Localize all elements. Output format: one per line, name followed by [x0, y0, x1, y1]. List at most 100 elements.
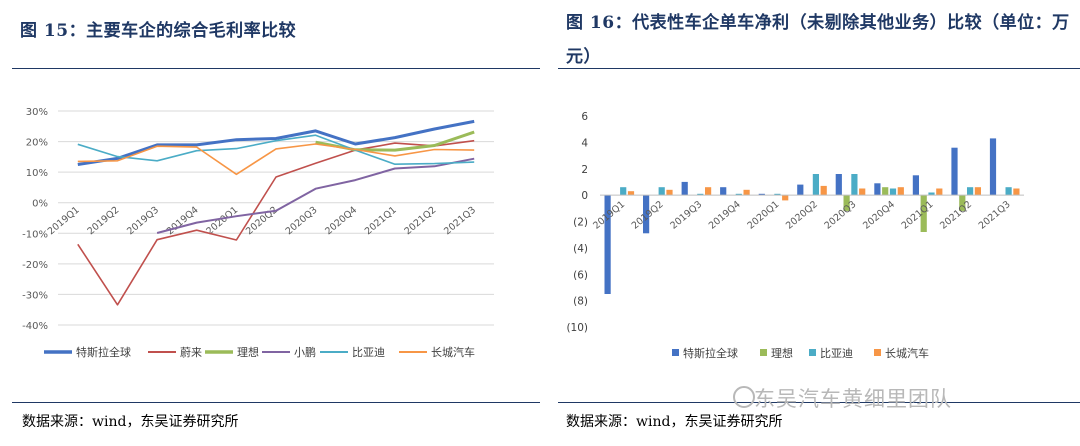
y-tick-label: (2)	[573, 217, 588, 229]
bar	[681, 181, 688, 196]
gross-margin-line-chart: 30%20%10%0%-10%-20%-30%-40%2019Q1 2019Q2 2…	[22, 107, 494, 359]
x-tick-label: 2020Q4	[861, 199, 897, 232]
bar	[835, 174, 842, 196]
bar	[967, 187, 974, 196]
legend-label: 理想	[771, 346, 793, 360]
x-tick-label: 2020Q2	[784, 199, 820, 232]
legend-swatch	[874, 349, 881, 356]
legend-label: 特斯拉全球	[76, 345, 131, 359]
legend-label: 特斯拉全球	[683, 346, 738, 360]
left-figure-title: 图 15：主要车企的综合毛利率比较	[20, 21, 297, 41]
bar	[782, 195, 789, 201]
legend-swatch	[760, 349, 767, 356]
right-source-note: 数据来源：wind，东吴证券研究所	[566, 414, 783, 430]
x-tick-label: 2019Q3	[668, 199, 704, 232]
bar	[936, 188, 943, 196]
bar	[774, 193, 781, 196]
y-tick-label: (6)	[573, 269, 588, 281]
bar	[658, 187, 665, 196]
x-tick-label: 2020Q1	[745, 199, 781, 232]
left-title-rule	[12, 68, 540, 69]
series-line	[77, 139, 475, 306]
left-bottom-rule	[12, 402, 540, 403]
right-bottom-rule	[558, 402, 1080, 403]
bar	[758, 193, 765, 196]
bar	[959, 195, 966, 211]
x-tick-label: 2021Q1	[363, 205, 399, 238]
right-figure: 图 16：代表性车企单车净利（未剔除其他业务）比较（单位：万元） 6 4 2 0 (2)…	[558, 0, 1080, 446]
x-tick-label: 2020Q2	[244, 205, 280, 238]
x-tick-label: 2021Q1	[900, 199, 936, 232]
right-title-rule	[558, 68, 1080, 69]
bar	[889, 188, 897, 196]
bar	[859, 188, 866, 196]
y-tick-label: -30%	[22, 290, 48, 301]
x-tick-label: 2021Q2	[403, 205, 439, 238]
x-tick-label: 2020Q3	[823, 199, 859, 232]
y-tick-label: -40%	[22, 321, 48, 332]
bar	[989, 138, 997, 196]
series-line	[77, 143, 475, 176]
bar	[882, 187, 889, 196]
left-source-note: 数据来源：wind，东吴证券研究所	[22, 414, 239, 430]
y-tick-label: (8)	[573, 296, 588, 308]
bar	[812, 174, 819, 196]
bar	[620, 187, 627, 196]
x-tick-label: 2020Q4	[323, 205, 359, 238]
bar	[874, 183, 881, 196]
bar	[928, 192, 935, 196]
legend-label: 长城汽车	[885, 346, 929, 360]
y-tick-label: 2	[581, 164, 588, 176]
x-tick-label: 2019Q3	[125, 205, 161, 238]
bar	[627, 191, 635, 196]
bar	[797, 184, 804, 196]
legend-swatch	[672, 349, 679, 356]
legend-label: 小鹏	[294, 346, 316, 359]
legend-label: 蔚来	[180, 346, 202, 359]
bar	[1013, 188, 1020, 196]
x-tick-label: 2019Q2	[85, 205, 121, 238]
x-tick-label: 2020Q3	[284, 205, 320, 238]
series-line	[156, 157, 475, 234]
y-tick-label: (10)	[566, 322, 588, 334]
bar	[951, 147, 958, 196]
y-tick-label: 10%	[26, 168, 48, 179]
left-figure: 图 15：主要车企的综合毛利率比较 30% 20% 10% 0% -10% -20% -30…	[12, 21, 540, 430]
legend-swatch	[809, 349, 816, 356]
y-tick-label: 6	[581, 111, 588, 123]
bar	[912, 175, 919, 196]
series-line	[77, 119, 475, 166]
legend-label: 长城汽车	[431, 345, 475, 359]
y-tick-label: (4)	[573, 243, 588, 255]
y-tick-label: 30%	[26, 107, 48, 118]
bar	[920, 195, 927, 232]
x-tick-label: 2019Q4	[707, 199, 743, 232]
bar	[643, 195, 650, 234]
bar	[604, 195, 611, 294]
bar	[820, 185, 827, 196]
bar	[743, 189, 750, 196]
y-tick-label: 20%	[26, 138, 48, 149]
x-tick-label: 2021Q2	[938, 199, 974, 232]
y-tick-label: 4	[581, 137, 588, 149]
x-tick-label: 2021Q3	[442, 205, 478, 238]
legend-label: 比亚迪	[352, 346, 385, 359]
x-tick-label: 2021Q3	[977, 199, 1013, 232]
x-tick-label: 2019Q1	[46, 205, 82, 238]
legend-label: 理想	[237, 345, 259, 359]
y-tick-label: -20%	[22, 260, 48, 271]
bar	[897, 187, 904, 196]
wechat-icon	[733, 386, 755, 408]
right-figure-title: 图 16：代表性车企单车净利（未剔除其他业务）比较（单位：万元）	[566, 13, 1070, 67]
x-tick-label: 2019Q4	[165, 205, 201, 238]
bar	[851, 174, 858, 196]
bar	[705, 187, 712, 196]
y-tick-label: 0%	[32, 199, 48, 210]
y-tick-label: -10%	[22, 229, 48, 240]
bar	[666, 189, 673, 196]
bar	[735, 193, 742, 196]
watermark-text: 东吴汽车黄细里团队	[754, 387, 952, 411]
bar	[974, 187, 981, 196]
bar	[697, 193, 704, 196]
